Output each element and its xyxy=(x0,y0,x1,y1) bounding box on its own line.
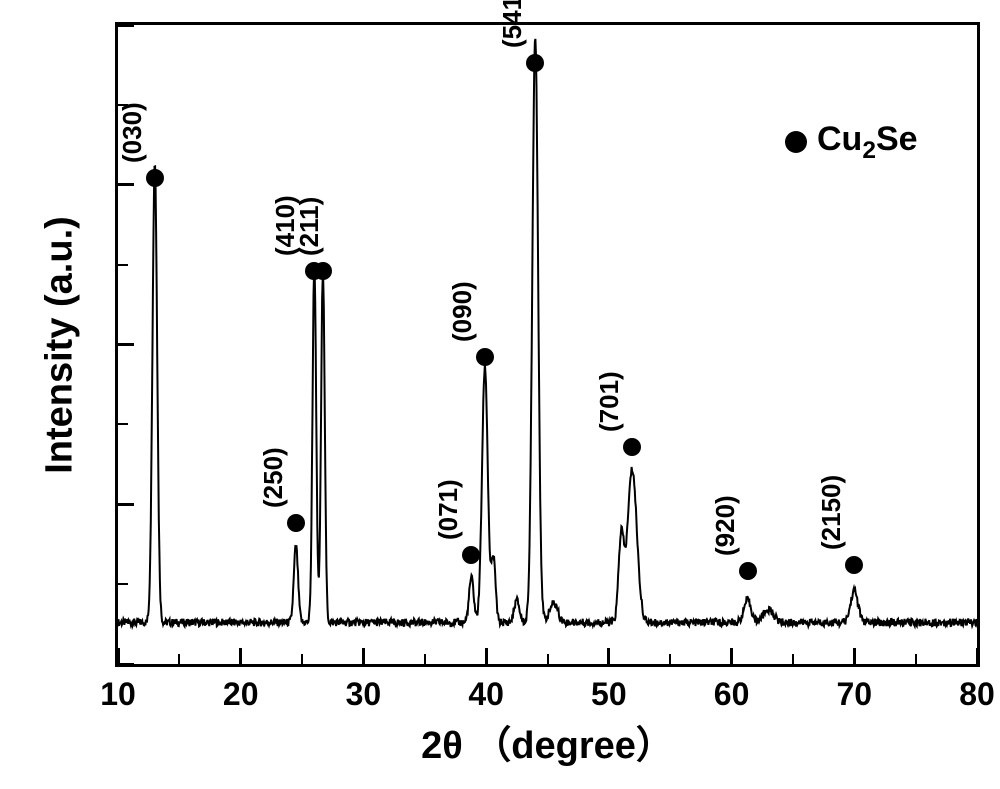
peak-label: (030) xyxy=(117,103,148,164)
x-tick-label: 40 xyxy=(468,676,504,713)
x-tick-minor xyxy=(547,654,549,664)
x-tick-major xyxy=(976,648,979,664)
x-tick-major xyxy=(239,648,242,664)
peak-label: (701) xyxy=(594,371,625,432)
x-tick-major xyxy=(853,648,856,664)
x-axis-label: 2θ （degree） xyxy=(421,714,674,769)
x-tick-label: 50 xyxy=(591,676,627,713)
x-tick-minor xyxy=(178,654,180,664)
y-tick-major xyxy=(118,503,134,506)
x-tick-label: 80 xyxy=(959,676,995,713)
peak-marker-icon xyxy=(314,262,332,280)
peak-marker-icon xyxy=(476,348,494,366)
legend-marker-icon xyxy=(785,131,807,153)
x-tick-minor xyxy=(669,654,671,664)
peak-marker-icon xyxy=(739,562,757,580)
y-tick-major xyxy=(118,343,134,346)
y-tick-major xyxy=(118,183,134,186)
peak-label: (920) xyxy=(710,496,741,557)
peak-label: (071) xyxy=(433,480,464,541)
peak-label: (2150) xyxy=(816,475,847,550)
x-tick-minor xyxy=(915,654,917,664)
x-tick-major xyxy=(362,648,365,664)
peak-marker-icon xyxy=(623,438,641,456)
x-tick-major xyxy=(730,648,733,664)
peak-label: (211) xyxy=(294,197,325,256)
y-tick-minor xyxy=(118,583,128,585)
peak-marker-icon xyxy=(462,546,480,564)
y-tick-minor xyxy=(118,264,128,266)
peak-marker-icon xyxy=(845,556,863,574)
peak-label: (250) xyxy=(258,448,289,509)
y-tick-major xyxy=(118,24,134,27)
peak-marker-icon xyxy=(526,54,544,72)
y-tick-minor xyxy=(118,423,128,425)
peak-marker-icon xyxy=(287,514,305,532)
x-tick-label: 30 xyxy=(346,676,382,713)
x-tick-label: 20 xyxy=(223,676,259,713)
x-tick-minor xyxy=(424,654,426,664)
y-axis-label: Intensity (a.u.) xyxy=(39,216,82,474)
y-tick-major xyxy=(118,663,134,666)
x-tick-minor xyxy=(792,654,794,664)
peak-label: (090) xyxy=(447,282,478,343)
legend: Cu2Se xyxy=(785,120,918,165)
legend-text: Cu2Se xyxy=(817,120,918,165)
x-tick-label: 10 xyxy=(100,676,136,713)
x-tick-label: 70 xyxy=(836,676,872,713)
x-tick-major xyxy=(485,648,488,664)
peak-label: (541) xyxy=(497,0,528,48)
peak-marker-icon xyxy=(146,169,164,187)
x-tick-major xyxy=(607,648,610,664)
x-tick-minor xyxy=(301,654,303,664)
x-tick-label: 60 xyxy=(714,676,750,713)
